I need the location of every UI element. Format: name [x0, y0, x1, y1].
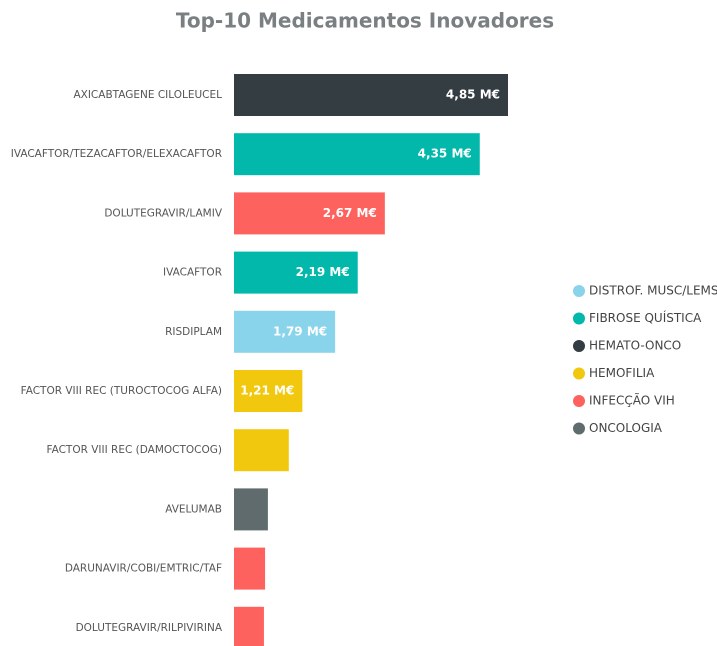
bar [234, 547, 266, 590]
legend-marker [573, 367, 585, 380]
category-label: IVACAFTOR [163, 267, 222, 279]
category-label: IVACAFTOR/TEZACAFTOR/ELEXACAFTOR [11, 148, 222, 160]
bar [234, 74, 508, 116]
category-label: AXICABTAGENE CILOLEUCEL [73, 89, 222, 101]
legend-label: HEMATO-ONCO [589, 339, 681, 353]
value-label: 2,19 M€ [296, 265, 350, 279]
category-label: DOLUTEGRAVIR/RILPIVIRINA [76, 622, 223, 634]
bar [234, 133, 480, 176]
value-label: 1,21 M€ [240, 384, 294, 398]
bar [234, 488, 268, 531]
chart-title: Top-10 Medicamentos Inovadores [176, 9, 554, 33]
legend-label: FIBROSE QUÍSTICA [589, 310, 702, 325]
bar [234, 251, 358, 294]
bar [234, 370, 303, 412]
legend-marker [573, 312, 585, 325]
category-label: DARUNAVIR/COBI/EMTRIC/TAF [65, 563, 222, 575]
legend-label: INFECÇÃO VIH [589, 393, 675, 408]
legend-marker [573, 395, 585, 407]
legend-label: DISTROF. MUSC/LEMS [589, 284, 717, 298]
category-label: RISDIPLAM [165, 326, 222, 338]
category-label: FACTOR VIII REC (DAMOCTOCOG) [47, 444, 222, 456]
value-label: 1,79 M€ [273, 324, 327, 338]
bar [234, 606, 264, 646]
category-label: AVELUMAB [165, 503, 222, 515]
value-label: 4,85 M€ [446, 88, 500, 102]
legend-label: ONCOLOGIA [589, 421, 663, 435]
bar [234, 429, 289, 472]
category-label: FACTOR VIII REC (TUROCTOCOG ALFA) [21, 385, 222, 397]
bar [234, 192, 385, 235]
legend-marker [573, 422, 585, 435]
legend-marker [573, 340, 585, 352]
bar [234, 310, 336, 353]
legend-marker [573, 285, 585, 297]
category-label: DOLUTEGRAVIR/LAMIV [104, 207, 222, 219]
legend-label: HEMOFILIA [589, 366, 655, 380]
value-label: 4,35 M€ [418, 147, 472, 161]
value-label: 2,67 M€ [323, 206, 377, 220]
